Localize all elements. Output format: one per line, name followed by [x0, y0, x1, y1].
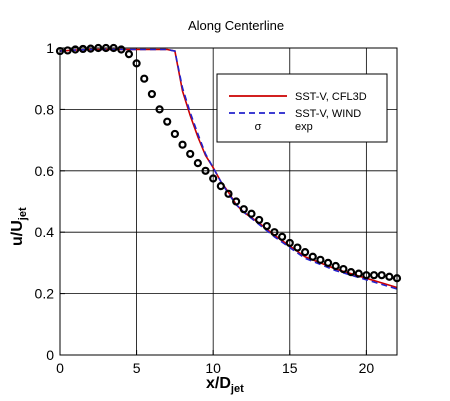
exp-data-point	[354, 269, 363, 278]
x-tick-label: 15	[282, 360, 298, 376]
exp-data-point	[63, 46, 72, 55]
exp-data-point	[308, 252, 317, 261]
exp-data-point	[201, 166, 210, 175]
exp-data-point	[369, 271, 379, 280]
legend-box	[216, 73, 388, 143]
exp-data-point	[163, 117, 172, 126]
x-tick-label: 5	[133, 360, 141, 376]
exp-data-point	[209, 174, 218, 183]
exp-data-point	[140, 74, 149, 83]
x-axis: 0 5 10 15 20	[56, 350, 374, 376]
y-tick-label: 0.2	[35, 286, 55, 302]
exp-data-point	[124, 50, 134, 59]
exp-data-point	[170, 129, 179, 139]
legend-label-cfl3d: SST-V, CFL3D	[295, 91, 367, 103]
exp-data-point	[270, 228, 279, 237]
legend: SST-V, CFL3D SST-V, WIND σ exp	[216, 73, 388, 143]
y-axis-label: u/Ujet	[9, 207, 29, 246]
plot-area	[55, 43, 402, 290]
exp-data-point	[78, 44, 88, 54]
y-tick-label: 0	[46, 347, 54, 363]
exp-data-point	[178, 140, 187, 149]
exp-data-point	[339, 264, 348, 274]
exp-data-point	[346, 268, 356, 277]
exp-data-point	[255, 215, 264, 225]
y-axis: 0 0.2 0.4 0.6 0.8 1	[35, 40, 65, 363]
y-tick-label: 0.4	[35, 224, 55, 240]
chart-title: Along Centerline	[188, 18, 284, 33]
legend-label-wind: SST-V, WIND	[295, 108, 361, 120]
exp-data-point	[86, 44, 95, 53]
exp-data-point	[293, 243, 302, 252]
series-line-wind	[59, 48, 398, 290]
exp-data-point	[262, 221, 271, 231]
y-tick-label: 0.8	[35, 101, 55, 117]
plot-frame	[59, 47, 398, 356]
exp-data-point	[232, 197, 241, 206]
exp-data-point	[323, 258, 333, 267]
x-axis-label-sub: jet	[230, 383, 244, 395]
legend-label-exp: exp	[295, 121, 313, 133]
exp-data-point	[117, 45, 126, 54]
exp-data-point	[224, 189, 233, 198]
exp-data-point	[300, 248, 310, 257]
exp-data-point	[216, 182, 225, 191]
y-tick-label: 0.6	[35, 163, 55, 179]
x-tick-label: 20	[359, 360, 375, 376]
exp-data-point	[186, 149, 195, 159]
exp-data-point	[147, 89, 157, 99]
exp-data-point	[285, 238, 294, 248]
exp-data-point	[377, 271, 386, 280]
y-axis-label-main: u/U	[9, 220, 26, 246]
y-axis-label-sub: jet	[17, 207, 29, 221]
x-axis-label: x/Djet	[206, 375, 244, 395]
exp-data-point	[71, 45, 80, 54]
x-tick-label: 10	[205, 360, 221, 376]
exp-data-point	[278, 232, 287, 241]
x-axis-label-main: x/D	[206, 375, 231, 392]
y-tick-label: 1	[46, 40, 54, 56]
exp-data-point	[132, 59, 141, 68]
legend-swatch-exp: σ	[255, 121, 262, 133]
exp-data-point	[155, 105, 164, 114]
exp-data-point	[385, 272, 394, 281]
x-tick-label: 0	[56, 360, 64, 376]
exp-data-point	[193, 159, 202, 168]
exp-data-point	[239, 205, 248, 214]
exp-data-point	[316, 255, 325, 264]
exp-data-point	[331, 261, 340, 271]
exp-data-point	[362, 271, 371, 280]
exp-data-point	[247, 209, 256, 218]
